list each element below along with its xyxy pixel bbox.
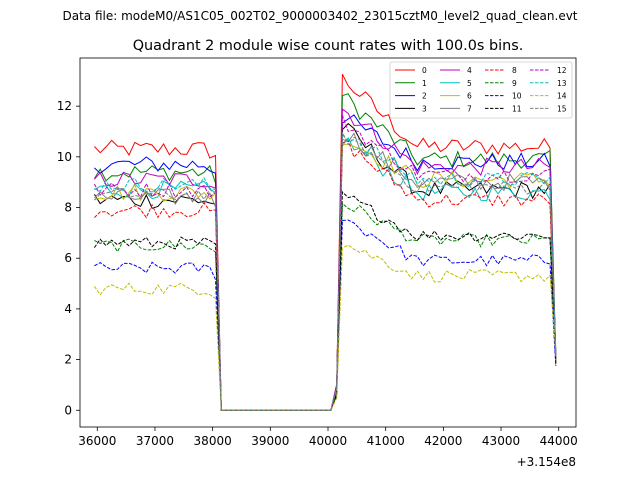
x-tick-label: 41000	[367, 434, 405, 448]
legend-label: 0	[422, 66, 427, 75]
legend-label: 4	[467, 66, 472, 75]
y-tick-label: 2	[64, 353, 72, 367]
x-tick-label: 36000	[78, 434, 116, 448]
legend-box	[389, 61, 573, 119]
legend-label: 8	[512, 66, 517, 75]
y-tick-label: 0	[64, 403, 72, 417]
x-tick-label: 38000	[194, 434, 232, 448]
x-tick-label: 43000	[482, 434, 520, 448]
series-line-9	[94, 202, 557, 411]
x-tick-label: 44000	[540, 434, 578, 448]
legend-label: 11	[512, 104, 522, 113]
y-tick-label: 4	[64, 302, 72, 316]
legend-label: 3	[422, 104, 427, 113]
chart-title: Quadrant 2 module wise count rates with …	[133, 38, 524, 54]
legend-label: 12	[557, 66, 567, 75]
x-tick-label: 39000	[251, 434, 289, 448]
legend-label: 1	[422, 79, 427, 88]
series-layer	[93, 73, 557, 411]
series-line-14	[93, 244, 557, 411]
legend-label: 7	[467, 104, 472, 113]
x-axis: 36000 37000 38000 39000 40000 41000 42000 43000…	[78, 427, 578, 448]
x-axis-offset-label: +3.154e8	[517, 455, 576, 469]
legend-label: 13	[557, 79, 567, 88]
x-tick-label: 37000	[136, 434, 174, 448]
y-tick-label: 8	[64, 201, 72, 215]
x-tick-label: 40000	[309, 434, 347, 448]
legend-label: 9	[512, 79, 517, 88]
legend-label: 10	[512, 92, 522, 101]
legend-label: 2	[422, 92, 427, 101]
y-tick-label: 6	[64, 251, 72, 265]
series-line-15	[94, 131, 557, 411]
plot-area	[79, 57, 577, 428]
legend-label: 5	[467, 79, 472, 88]
legend-label: 14	[557, 92, 567, 101]
x-tick-label: 42000	[424, 434, 462, 448]
figure-suptitle: Data file: modeM0/AS1C05_002T02_90000034…	[62, 9, 577, 23]
y-axis: 0 2 4 6 8 10 12	[57, 99, 80, 417]
legend-label: 15	[557, 104, 567, 113]
legend-label: 6	[467, 92, 472, 101]
y-tick-label: 10	[57, 150, 72, 164]
y-tick-label: 12	[57, 99, 72, 113]
